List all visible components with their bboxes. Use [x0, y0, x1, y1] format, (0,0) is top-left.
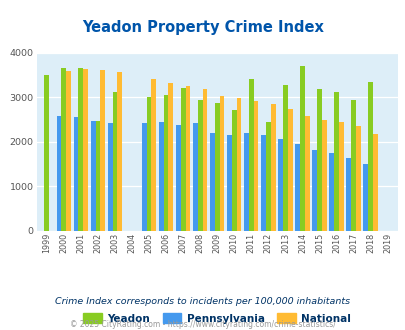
Bar: [107, 123, 112, 231]
Bar: [78, 68, 83, 231]
Bar: [151, 79, 156, 231]
Bar: [231, 110, 236, 231]
Bar: [117, 72, 122, 231]
Bar: [44, 75, 49, 231]
Bar: [90, 121, 95, 231]
Bar: [294, 144, 299, 231]
Bar: [112, 91, 117, 231]
Bar: [61, 68, 66, 231]
Bar: [236, 98, 241, 231]
Bar: [214, 103, 219, 231]
Bar: [66, 71, 71, 231]
Bar: [277, 139, 282, 231]
Bar: [209, 133, 214, 231]
Bar: [321, 120, 326, 231]
Bar: [299, 66, 304, 231]
Text: Yeadon Property Crime Index: Yeadon Property Crime Index: [82, 20, 323, 35]
Bar: [355, 126, 360, 231]
Bar: [158, 122, 163, 231]
Bar: [253, 101, 258, 231]
Bar: [372, 134, 377, 231]
Bar: [362, 164, 367, 231]
Bar: [100, 70, 105, 231]
Bar: [219, 96, 224, 231]
Bar: [74, 117, 78, 231]
Bar: [197, 100, 202, 231]
Bar: [180, 88, 185, 231]
Bar: [265, 122, 270, 231]
Bar: [243, 133, 248, 231]
Bar: [350, 100, 355, 231]
Bar: [95, 120, 100, 231]
Bar: [287, 109, 292, 231]
Bar: [141, 123, 146, 231]
Bar: [333, 92, 338, 231]
Bar: [270, 104, 275, 231]
Bar: [311, 150, 316, 231]
Bar: [345, 158, 350, 231]
Bar: [146, 97, 151, 231]
Bar: [185, 86, 190, 231]
Bar: [168, 82, 173, 231]
Bar: [367, 82, 372, 231]
Bar: [248, 79, 253, 231]
Bar: [163, 95, 168, 231]
Bar: [338, 122, 343, 231]
Bar: [202, 89, 207, 231]
Bar: [316, 89, 321, 231]
Bar: [192, 123, 197, 231]
Text: Crime Index corresponds to incidents per 100,000 inhabitants: Crime Index corresponds to incidents per…: [55, 297, 350, 307]
Bar: [282, 85, 287, 231]
Bar: [175, 125, 180, 231]
Bar: [83, 69, 88, 231]
Bar: [328, 152, 333, 231]
Bar: [260, 135, 265, 231]
Bar: [57, 116, 61, 231]
Text: © 2025 CityRating.com - https://www.cityrating.com/crime-statistics/: © 2025 CityRating.com - https://www.city…: [70, 319, 335, 329]
Bar: [226, 135, 231, 231]
Bar: [304, 115, 309, 231]
Legend: Yeadon, Pennsylvania, National: Yeadon, Pennsylvania, National: [79, 309, 354, 328]
